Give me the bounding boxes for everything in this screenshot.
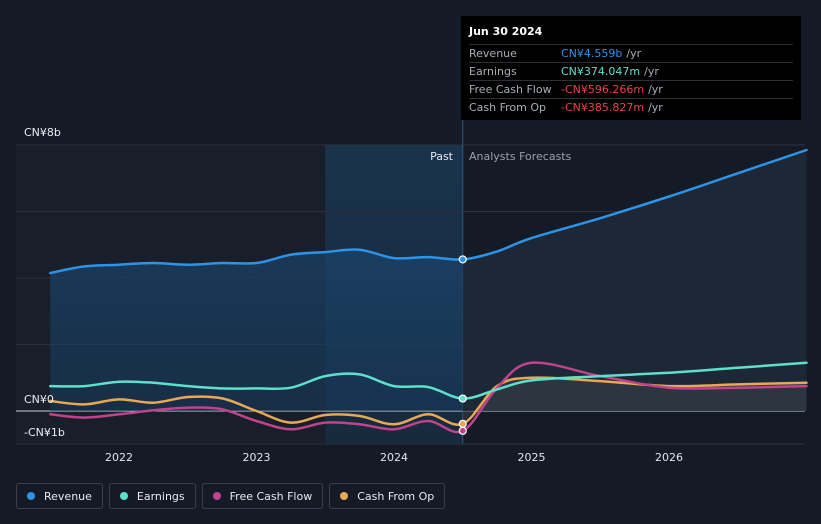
revenue-area-forecast xyxy=(462,150,807,411)
legend-item-earnings[interactable]: Earnings xyxy=(108,483,196,509)
tooltip-row-earnings: Earnings CN¥374.047m /yr xyxy=(469,62,793,80)
series-line-earnings xyxy=(49,361,808,400)
tooltip-row-unit: /yr xyxy=(648,101,663,114)
highlight-point-earnings xyxy=(458,394,467,403)
tooltip-row-cash-from-op: Cash From Op -CN¥385.827m /yr xyxy=(469,98,793,116)
x-tick-label: 2023 xyxy=(243,451,271,464)
tooltip-date: Jun 30 2024 xyxy=(469,25,543,38)
tooltip-row-label: Revenue xyxy=(469,47,517,60)
tooltip-row-label: Free Cash Flow xyxy=(469,83,552,96)
legend-item-revenue[interactable]: Revenue xyxy=(16,483,103,509)
tooltip-row-value: -CN¥596.266m xyxy=(561,83,645,96)
legend: Revenue Earnings Free Cash Flow Cash Fro… xyxy=(16,483,446,509)
series-line-revenue xyxy=(49,148,808,275)
past-label: Past xyxy=(430,150,454,163)
y-axis-zero-label: CN¥0 xyxy=(24,393,54,406)
tooltip-row-label: Earnings xyxy=(469,65,517,78)
legend-item-cash-from-op[interactable]: Cash From Op xyxy=(329,483,446,509)
legend-label: Cash From Op xyxy=(357,489,435,503)
legend-item-free-cash-flow[interactable]: Free Cash Flow xyxy=(201,483,324,509)
highlight-point-cash-from-op xyxy=(458,419,467,428)
tooltip-row-free-cash-flow: Free Cash Flow -CN¥596.266m /yr xyxy=(469,80,793,98)
tooltip: Jun 30 2024 Revenue CN¥4.559b /yr Earnin… xyxy=(461,16,801,120)
x-tick-label: 2026 xyxy=(655,451,683,464)
y-axis-top-label: CN¥8b xyxy=(24,126,61,139)
x-tick-label: 2024 xyxy=(380,451,408,464)
highlight-point-free-cash-flow xyxy=(458,426,467,435)
tooltip-row-value: CN¥374.047m xyxy=(561,65,641,78)
tooltip-row-unit: /yr xyxy=(626,47,642,60)
tooltip-row-value: -CN¥385.827m xyxy=(561,101,645,114)
tooltip-row-value: CN¥4.559b xyxy=(561,47,623,60)
tooltip-row-unit: /yr xyxy=(644,65,659,78)
series-line-free-cash-flow xyxy=(49,361,808,434)
x-tick-label: 2022 xyxy=(105,451,133,464)
tooltip-row-revenue: Revenue CN¥4.559b /yr xyxy=(469,44,793,62)
tooltip-row-unit: /yr xyxy=(648,83,663,96)
x-tick-label: 2025 xyxy=(518,451,546,464)
tooltip-row-label: Cash From Op xyxy=(469,101,547,114)
legend-dot-icon xyxy=(27,492,35,500)
forecast-label: Analysts Forecasts xyxy=(469,150,572,163)
legend-label: Earnings xyxy=(136,489,185,503)
y-axis-bottom-label: -CN¥1b xyxy=(24,426,65,439)
legend-dot-icon xyxy=(119,492,128,500)
series-line-cash-from-op xyxy=(49,376,808,426)
legend-dot-icon xyxy=(340,492,349,500)
legend-label: Revenue xyxy=(44,489,92,503)
legend-label: Free Cash Flow xyxy=(229,489,313,503)
highlight-point-revenue xyxy=(458,255,467,264)
revenue-area-past xyxy=(50,249,463,411)
legend-dot-icon xyxy=(212,492,221,500)
